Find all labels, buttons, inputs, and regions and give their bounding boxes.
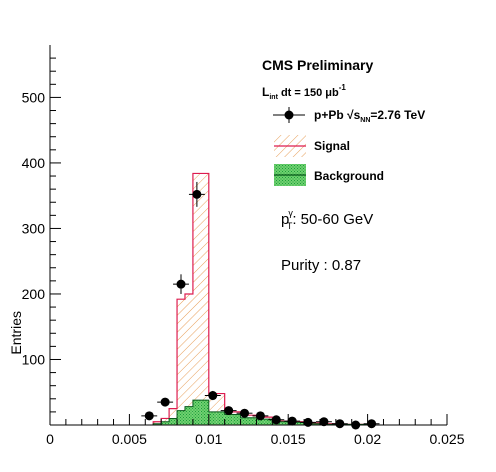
y-tick-label-3: 400 [22, 155, 46, 171]
data-point-6 [236, 408, 253, 418]
background-bin-1 [161, 421, 170, 425]
signal-bin-7 [208, 393, 217, 425]
background-bin-10 [232, 414, 241, 425]
legend-data-label: p+Pb √sNN=2.76 TeV [314, 108, 425, 124]
data-point-3 [188, 181, 205, 207]
background-bin-18 [296, 422, 305, 425]
signal-bin-8 [216, 393, 225, 425]
y-axis-title: Entries [8, 311, 24, 355]
background-bin-5 [192, 400, 201, 425]
data-point-2 [173, 274, 189, 294]
x-tick-label-1: 0.005 [112, 431, 147, 447]
y-tick-label-0: 100 [22, 351, 46, 367]
background-bin-14 [264, 419, 273, 425]
legend-entry-signal: Signal [274, 135, 350, 157]
background-bin-16 [280, 421, 289, 425]
data-point-5 [220, 406, 237, 416]
legend: p+Pb √sNN=2.76 TeV Signal Background [273, 107, 425, 186]
background-histogram [152, 399, 369, 425]
y-tick-label-4: 500 [22, 89, 46, 105]
data-point-4 [204, 390, 221, 401]
x-tick-label-2: 0.01 [195, 431, 222, 447]
data-point-1 [157, 397, 174, 407]
background-bin-8 [216, 411, 225, 425]
y-tick-label-2: 300 [22, 220, 46, 236]
background-bin-4 [184, 406, 193, 425]
x-axis-ticks: 0 0.005 0.01 0.015 0.02 0.025 [46, 414, 465, 447]
x-tick-label-3: 0.015 [271, 431, 306, 447]
background-bin-20 [312, 423, 320, 425]
x-tick-label-0: 0 [46, 431, 54, 447]
data-point-11 [315, 417, 332, 427]
experiment-label: CMS Preliminary [262, 57, 373, 73]
background-bin-11 [240, 417, 249, 425]
legend-background-label: Background [314, 169, 384, 183]
data-point-12 [331, 419, 348, 429]
background-bin-12 [248, 417, 257, 425]
data-point-8 [268, 415, 285, 425]
legend-signal-label: Signal [314, 139, 350, 153]
signal-bin-5 [192, 173, 201, 425]
y-axis-ticks: 100 200 300 400 500 [22, 57, 61, 426]
background-bin-3 [177, 410, 185, 425]
signal-bin-2 [169, 408, 178, 425]
lumi-label: Lint dt = 150 μb-1 [262, 83, 346, 101]
x-tick-label-4: 0.02 [354, 431, 381, 447]
legend-entry-data: p+Pb √sNN=2.76 TeV [273, 107, 425, 124]
purity-label: Purity : 0.87 [281, 257, 361, 274]
background-bin-0 [153, 423, 162, 425]
signal-bin-3 [177, 299, 185, 425]
background-bin-9 [224, 414, 233, 425]
background-bin-2 [169, 418, 178, 425]
background-bin-13 [256, 419, 265, 425]
data-point-7 [252, 411, 269, 421]
data-point-14 [363, 419, 380, 429]
background-bin-7 [208, 411, 217, 425]
pt-range-label: pγ T: 50-60 GeV [281, 208, 373, 231]
background-bin-6 [200, 400, 209, 425]
y-tick-label-1: 200 [22, 286, 46, 302]
legend-entry-background: Background [274, 164, 384, 186]
signal-bin-6 [200, 173, 209, 425]
signal-bin-4 [184, 293, 193, 425]
x-tick-label-5: 0.025 [429, 431, 464, 447]
data-point-0 [141, 411, 158, 421]
data-point-9 [284, 416, 301, 426]
